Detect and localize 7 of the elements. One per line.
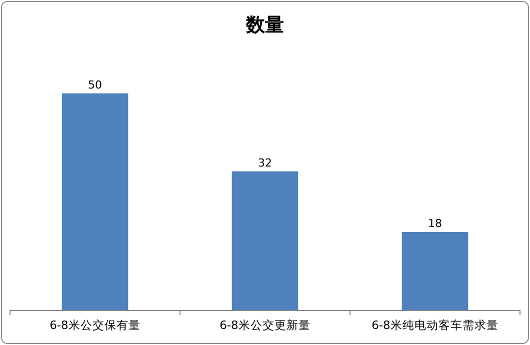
data-label: 50 (88, 78, 102, 92)
chart-title: 数量 (245, 14, 284, 36)
data-label: 18 (428, 217, 442, 230)
x-tick-label: 6-8米公交更新量 (220, 318, 310, 332)
data-label: 32 (258, 156, 272, 170)
x-tick-label: 6-8米公交保有量 (50, 318, 140, 332)
x-tick-label: 6-8米纯电动客车需求量 (372, 318, 498, 332)
